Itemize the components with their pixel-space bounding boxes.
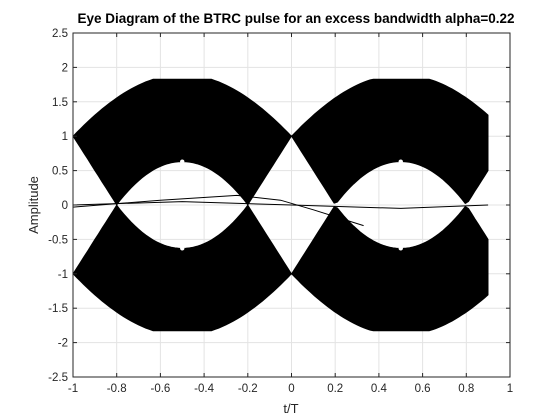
y-tick-label: 2.5 [52, 28, 68, 40]
x-tick-label: -1 [68, 383, 78, 395]
eye-opening-point [398, 246, 403, 251]
eye-upper-lobe [73, 78, 293, 206]
y-tick-label: -2.5 [48, 372, 68, 384]
x-tick-label: 0.4 [371, 383, 388, 395]
x-tick-label: 0 [288, 383, 294, 395]
eye-opening-point [180, 159, 185, 164]
ticks: -1 -0.8 -0.6 -0.4 -0.2 0 0.2 0.4 0.6 0.8 1 -2.5 -2 -1… [48, 28, 513, 395]
x-tick-label: 1 [507, 383, 513, 395]
x-tick-label: -0.6 [150, 383, 170, 395]
eye-opening-point [398, 159, 403, 164]
eye-upper-lobe [290, 78, 489, 205]
y-tick-label: 1 [62, 131, 68, 143]
y-tick-label: 0 [62, 200, 68, 212]
y-tick-label: -1.5 [48, 303, 68, 315]
y-tick-label: -1 [58, 269, 68, 281]
plot-area [73, 78, 489, 332]
chart-title: Eye Diagram of the BTRC pulse for an exc… [78, 11, 515, 26]
y-tick-label: -2 [58, 338, 68, 350]
x-tick-label: 0.6 [415, 383, 431, 395]
x-tick-label: -0.8 [107, 383, 127, 395]
x-tick-label: 0.2 [327, 383, 343, 395]
eye-opening-point [180, 246, 185, 251]
crossing-point [290, 135, 293, 138]
eye-lower-lobe [290, 205, 489, 332]
y-tick-label: 2 [62, 62, 68, 74]
x-tick-label: 0.8 [458, 383, 474, 395]
eye-lower-lobe [73, 204, 293, 332]
x-tick-label: -0.2 [238, 383, 258, 395]
x-tick-label: -0.4 [194, 383, 214, 395]
y-axis-label: Amplitude [26, 176, 41, 234]
y-tick-label: 1.5 [52, 97, 68, 109]
x-axis-label: t/T [283, 401, 298, 416]
y-tick-label: -0.5 [48, 234, 68, 246]
y-tick-label: 0.5 [52, 166, 68, 178]
zero-trace [73, 194, 364, 227]
crossing-point [290, 272, 293, 275]
zero-trace [73, 201, 489, 209]
